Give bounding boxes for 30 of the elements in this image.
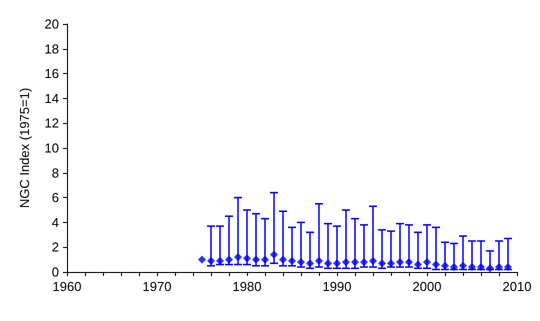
y-tick-label: 10 [44, 140, 59, 156]
point [315, 256, 323, 265]
y-tick-label: 16 [44, 66, 59, 82]
point [369, 256, 377, 265]
point [351, 258, 359, 266]
x-tick-label: 1990 [322, 279, 352, 294]
point [270, 250, 278, 259]
x-tick-label: 1970 [142, 279, 172, 294]
x-tick-label: 2000 [412, 279, 442, 294]
y-axis-title: NGC Index (1975=1) [17, 88, 32, 208]
y-tick-label: 4 [52, 214, 59, 230]
point [243, 254, 251, 262]
point [234, 253, 242, 262]
y-tick-label: 12 [44, 116, 59, 131]
y-tick-label: 6 [52, 190, 59, 206]
point [198, 256, 206, 264]
y-tick-label: 14 [44, 90, 59, 106]
point [252, 256, 260, 264]
y-tick-label: 18 [44, 41, 59, 56]
x-tick-label: 2010 [502, 279, 532, 294]
y-tick-label: 0 [52, 264, 59, 280]
point [279, 256, 287, 264]
point [261, 256, 269, 264]
y-tick-label: 20 [44, 16, 59, 32]
y-tick-label: 2 [52, 240, 59, 255]
point [423, 258, 431, 266]
y-tick-label: 8 [52, 165, 59, 180]
point [342, 258, 350, 266]
x-tick-label: 1960 [52, 279, 82, 294]
x-tick-label: 1980 [232, 279, 262, 294]
